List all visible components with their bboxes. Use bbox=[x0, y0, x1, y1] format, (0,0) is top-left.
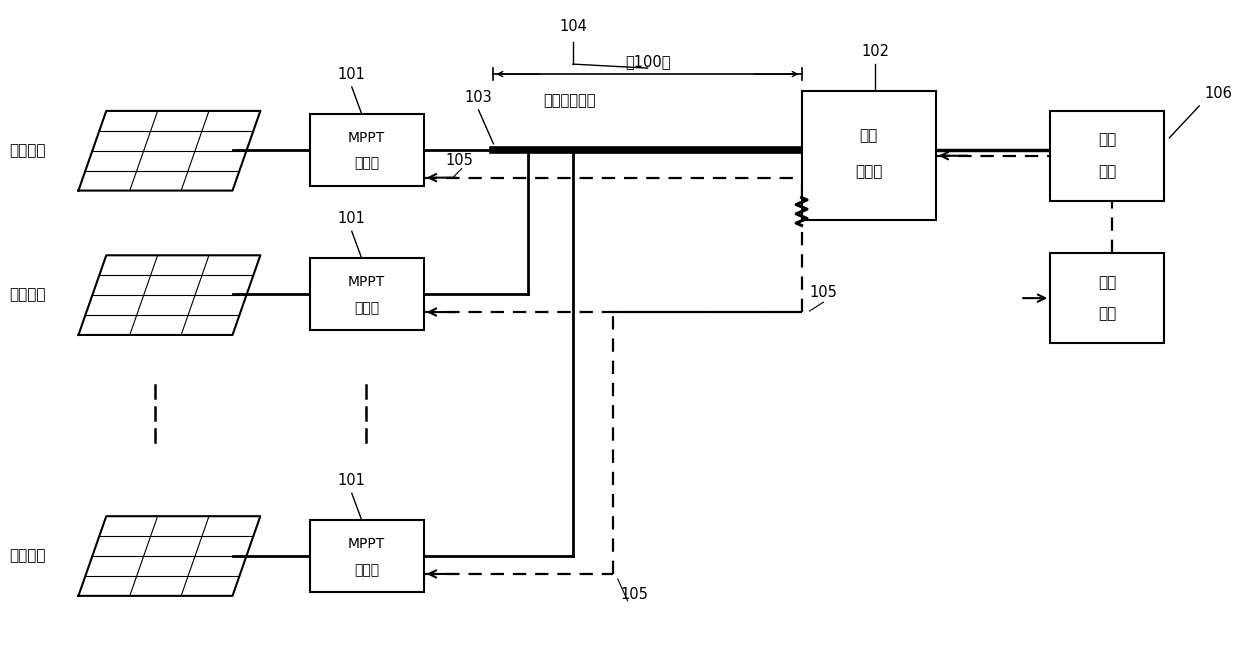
Text: 公共直流母线: 公共直流母线 bbox=[543, 93, 595, 108]
Text: 101: 101 bbox=[337, 212, 366, 227]
Text: 102: 102 bbox=[862, 44, 889, 59]
Text: 汇流箱: 汇流箱 bbox=[355, 563, 379, 577]
Bar bbox=[310, 114, 424, 185]
Text: 光伏组件: 光伏组件 bbox=[10, 548, 46, 563]
Text: 监控: 监控 bbox=[1099, 307, 1116, 322]
Text: 汇流箱: 汇流箱 bbox=[355, 157, 379, 171]
Text: MPPT: MPPT bbox=[348, 275, 386, 290]
Text: 105: 105 bbox=[445, 153, 474, 168]
Bar bbox=[310, 520, 424, 592]
Bar bbox=[310, 258, 424, 330]
Text: 公共: 公共 bbox=[1099, 132, 1116, 147]
Text: 汇流箱: 汇流箱 bbox=[355, 301, 379, 315]
Text: MPPT: MPPT bbox=[348, 131, 386, 145]
Text: 逆变器: 逆变器 bbox=[856, 164, 883, 179]
Bar bbox=[801, 91, 936, 221]
Text: 105: 105 bbox=[621, 587, 649, 602]
Text: 101: 101 bbox=[337, 67, 366, 82]
Text: 后台: 后台 bbox=[1099, 274, 1116, 290]
Text: 104: 104 bbox=[559, 19, 587, 34]
Text: 电网: 电网 bbox=[1099, 164, 1116, 179]
Text: 约100米: 约100米 bbox=[625, 54, 671, 69]
Text: 106: 106 bbox=[1204, 86, 1233, 101]
Text: 光伏组件: 光伏组件 bbox=[10, 288, 46, 303]
Text: 105: 105 bbox=[810, 285, 837, 300]
Text: 光伏组件: 光伏组件 bbox=[10, 143, 46, 159]
Text: 101: 101 bbox=[337, 474, 366, 489]
Bar bbox=[1050, 253, 1164, 343]
Text: 103: 103 bbox=[465, 90, 492, 105]
Text: MPPT: MPPT bbox=[348, 537, 386, 551]
Text: 并网: 并网 bbox=[859, 128, 878, 143]
Bar bbox=[1050, 111, 1164, 200]
